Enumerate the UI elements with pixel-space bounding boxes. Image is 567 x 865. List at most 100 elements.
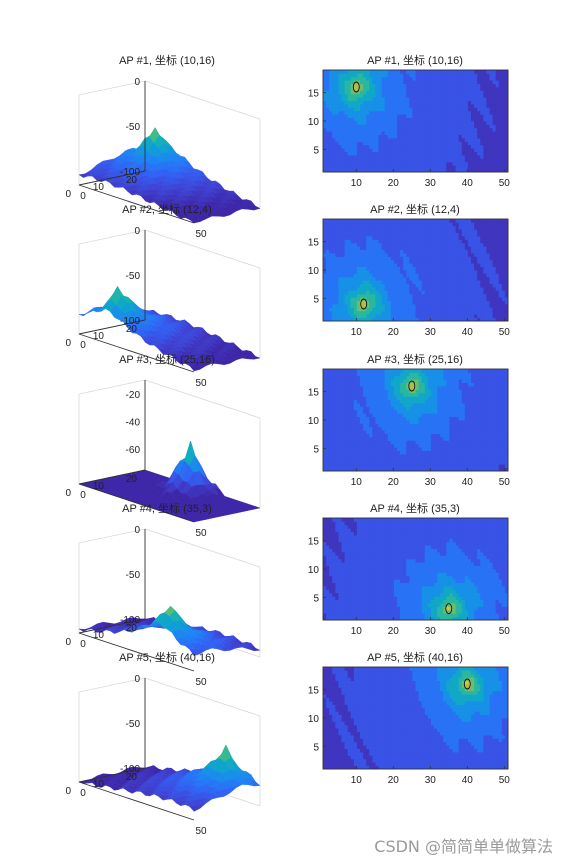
- contour-cell: [495, 232, 500, 237]
- y-tick-label: 15: [308, 89, 320, 100]
- contour-cell: [489, 232, 493, 237]
- contour-cell: [393, 117, 398, 122]
- contour-cell: [498, 259, 503, 264]
- contour-cell: [427, 158, 432, 163]
- contour-cell: [397, 76, 401, 81]
- contour-cell: [424, 87, 429, 91]
- contour-cell: [366, 141, 370, 146]
- contour-cell: [412, 127, 416, 132]
- contour-cell: [409, 317, 413, 322]
- contour-cell: [455, 259, 460, 264]
- contour-cell: [480, 293, 484, 298]
- contour-cell: [430, 236, 435, 240]
- contour-cell: [332, 276, 336, 281]
- contour-cell: [427, 80, 432, 84]
- contour-cell: [341, 253, 345, 257]
- contour-cell: [461, 151, 466, 156]
- contour-cell: [341, 304, 345, 308]
- contour-cell: [498, 447, 503, 451]
- contour-cell: [378, 225, 382, 230]
- contour-cell: [323, 454, 327, 458]
- contour-cell: [452, 124, 456, 129]
- contour-cell: [338, 219, 342, 223]
- contour-cell: [501, 165, 506, 169]
- contour-cell: [434, 270, 438, 274]
- contour-cell: [409, 249, 413, 254]
- contour-cell: [341, 127, 345, 132]
- contour-cell: [477, 307, 481, 312]
- contour-cell: [378, 151, 382, 156]
- contour-cell: [390, 148, 395, 152]
- contour-cell: [464, 304, 469, 308]
- contour-cell: [458, 447, 463, 451]
- contour-cell: [403, 304, 407, 308]
- contour-cell: [437, 124, 441, 129]
- contour-cell: [393, 239, 398, 244]
- contour-cell: [360, 70, 364, 74]
- contour-cell: [363, 100, 367, 105]
- contour-cell: [387, 236, 392, 240]
- contour-cell: [406, 114, 410, 118]
- contour-cell: [335, 317, 339, 322]
- contour-cell: [471, 114, 475, 118]
- contour-cell: [486, 127, 490, 132]
- contour-cell: [464, 168, 469, 173]
- contour-cell: [387, 80, 392, 84]
- contour-cell: [332, 134, 336, 139]
- contour-cell: [474, 148, 478, 152]
- contour-cell: [424, 165, 429, 169]
- contour-cell: [341, 249, 345, 254]
- contour-cell: [467, 229, 472, 233]
- contour-cell: [464, 141, 469, 146]
- contour-cell: [326, 290, 330, 295]
- contour-cell: [486, 304, 490, 308]
- contour-cell: [406, 450, 410, 455]
- contour-cell: [353, 443, 358, 448]
- contour-cell: [393, 83, 398, 88]
- contour-cell: [372, 90, 376, 95]
- contour-cell: [430, 307, 435, 312]
- contour-cell: [360, 165, 364, 169]
- contour-cell: [409, 222, 413, 227]
- contour-cell: [449, 80, 453, 84]
- contour-cell: [504, 229, 509, 233]
- contour-cell: [443, 273, 447, 278]
- contour-cell: [387, 242, 392, 247]
- contour-cell: [338, 144, 342, 149]
- contour-cell: [323, 131, 327, 135]
- contour-cell: [477, 317, 481, 322]
- contour-cell: [387, 114, 392, 118]
- contour-cell: [434, 117, 438, 122]
- contour-cell: [397, 253, 401, 257]
- contour-cell: [440, 232, 444, 237]
- contour-cell: [464, 83, 469, 88]
- contour-cell: [378, 141, 382, 146]
- contour-cell: [461, 297, 466, 301]
- contour-cell: [341, 273, 345, 278]
- contour-cell: [378, 447, 382, 451]
- contour-cell: [400, 168, 404, 173]
- contour-cell: [400, 165, 404, 169]
- contour-cell: [483, 464, 487, 468]
- contour-cell: [415, 83, 419, 88]
- contour-cell: [424, 307, 429, 312]
- contour-cell: [329, 97, 333, 101]
- contour-cell: [332, 138, 336, 142]
- contour-cell: [430, 117, 435, 122]
- contour-cell: [375, 242, 379, 247]
- contour-cell: [452, 270, 456, 274]
- contour-cell: [455, 276, 460, 281]
- contour-cell: [427, 141, 432, 146]
- contour-cell: [369, 304, 373, 308]
- contour-cell: [329, 93, 333, 98]
- contour-cell: [446, 168, 450, 173]
- contour-cell: [400, 70, 404, 74]
- contour-cell: [403, 457, 407, 462]
- contour-cell: [406, 310, 410, 315]
- contour-cell: [498, 114, 503, 118]
- contour-cell: [353, 104, 358, 108]
- contour-cell: [335, 229, 339, 233]
- contour-cell: [430, 242, 435, 247]
- contour-cell: [381, 219, 386, 223]
- contour-cell: [455, 107, 460, 112]
